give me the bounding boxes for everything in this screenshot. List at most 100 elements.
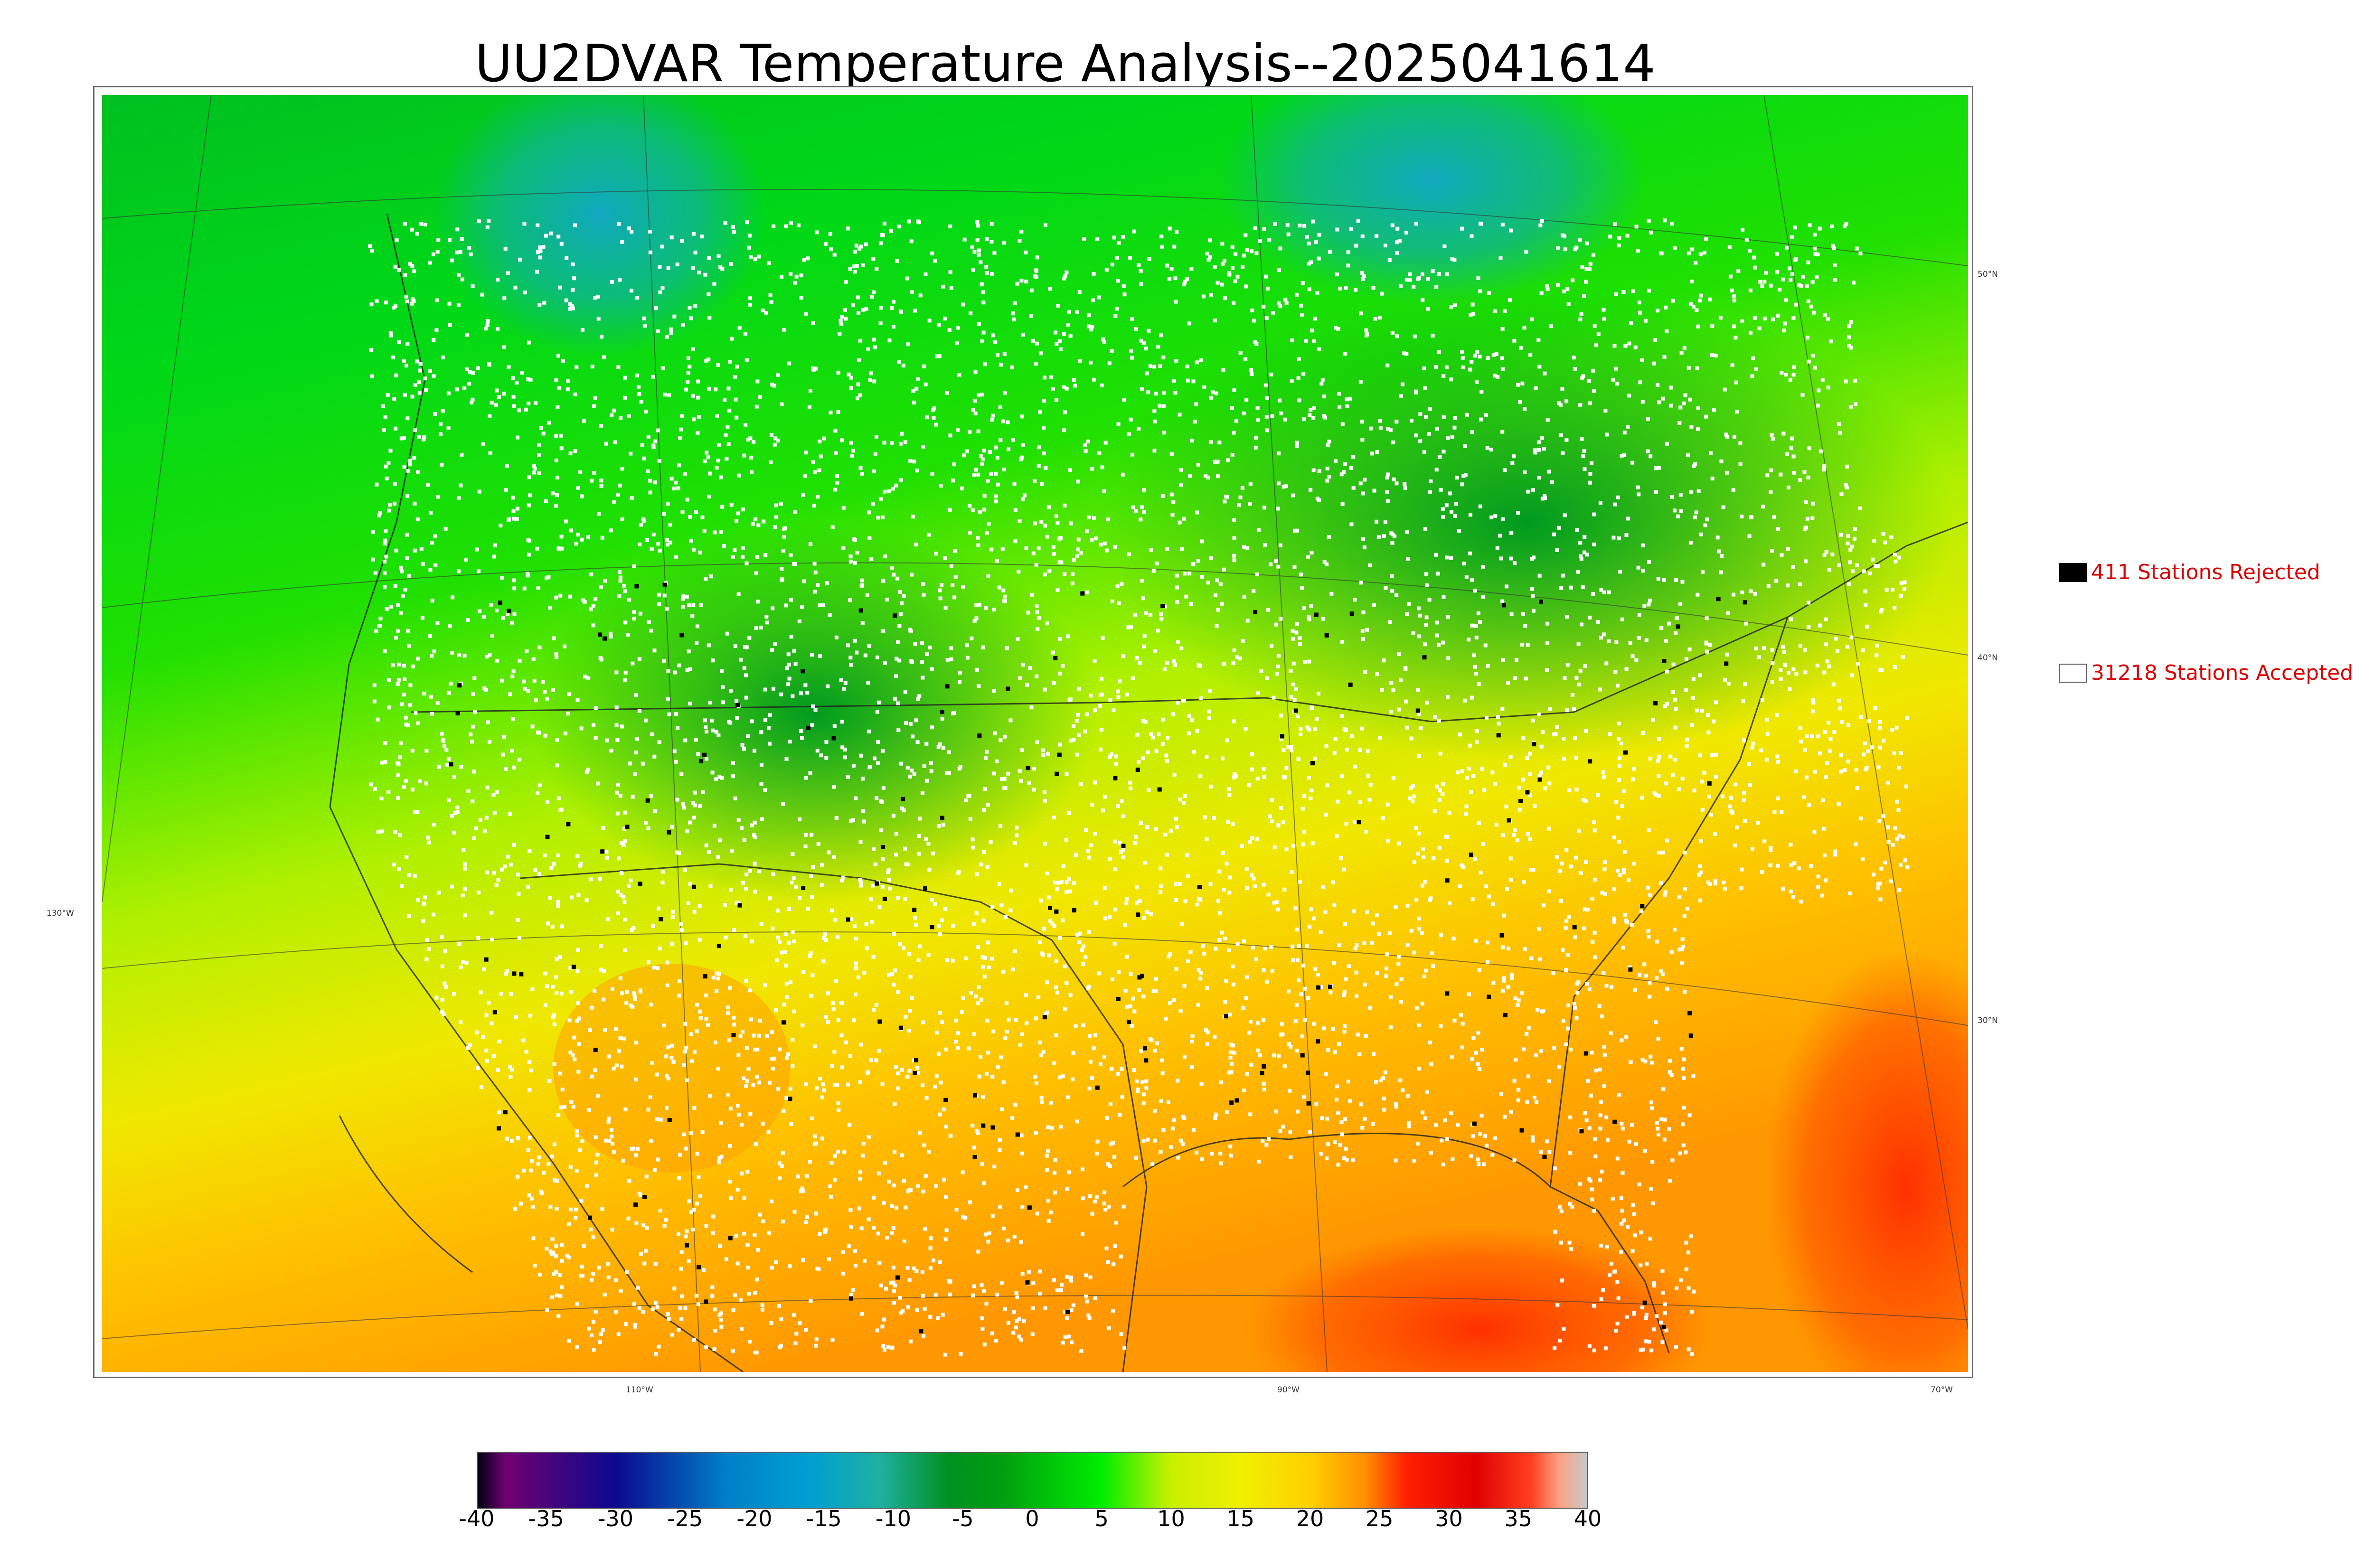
accepted-station — [410, 301, 414, 306]
accepted-station — [908, 1188, 913, 1192]
accepted-station — [1689, 301, 1693, 306]
accepted-station — [1133, 613, 1138, 617]
accepted-station — [1082, 944, 1086, 948]
accepted-station — [1863, 589, 1867, 593]
accepted-station — [1046, 1149, 1050, 1153]
accepted-station — [492, 811, 497, 815]
accepted-station — [650, 375, 655, 379]
accepted-station — [912, 1266, 916, 1270]
accepted-station — [1342, 1030, 1347, 1034]
accepted-station — [584, 770, 589, 774]
accepted-station — [1199, 1082, 1204, 1086]
accepted-station — [740, 1172, 744, 1176]
accepted-station — [486, 720, 490, 724]
accepted-station — [940, 583, 944, 587]
accepted-station — [1114, 1221, 1119, 1225]
accepted-station — [396, 678, 401, 682]
accepted-station — [1757, 326, 1762, 330]
accepted-station — [1262, 883, 1266, 887]
accepted-station — [1886, 840, 1891, 844]
accepted-station — [804, 1328, 808, 1332]
accepted-station — [1478, 968, 1482, 972]
accepted-station — [1867, 719, 1871, 723]
accepted-station — [1284, 766, 1289, 770]
accepted-station — [531, 657, 536, 661]
accepted-station — [1476, 1062, 1480, 1066]
accepted-station — [779, 1317, 783, 1321]
accepted-station — [402, 436, 406, 440]
accepted-station — [634, 1041, 639, 1045]
accepted-station — [865, 593, 869, 597]
accepted-station — [1446, 695, 1450, 699]
accepted-station — [880, 885, 885, 889]
accepted-station — [711, 1231, 715, 1235]
accepted-station — [709, 574, 713, 579]
accepted-station — [417, 391, 422, 395]
accepted-station — [767, 1231, 771, 1235]
accepted-station — [415, 232, 419, 236]
accepted-station — [518, 1202, 523, 1206]
accepted-station — [1282, 887, 1287, 892]
accepted-station — [1460, 482, 1464, 487]
accepted-station — [670, 825, 674, 829]
accepted-station — [1531, 1138, 1535, 1143]
accepted-station — [394, 426, 398, 431]
accepted-station — [1776, 527, 1780, 531]
accepted-station — [1417, 1067, 1422, 1071]
accepted-station — [936, 1052, 941, 1056]
accepted-station — [697, 904, 702, 908]
accepted-station — [1441, 595, 1446, 599]
accepted-station — [1684, 1240, 1688, 1245]
accepted-station — [1245, 975, 1249, 979]
accepted-station — [1087, 324, 1091, 329]
accepted-station — [704, 577, 708, 581]
accepted-station — [1215, 391, 1218, 395]
accepted-station — [1178, 882, 1182, 886]
accepted-station — [813, 708, 818, 712]
accepted-station — [877, 1171, 881, 1175]
accepted-station — [1519, 346, 1523, 350]
accepted-station — [1101, 636, 1105, 640]
accepted-station — [890, 1231, 894, 1235]
accepted-station — [728, 1107, 733, 1111]
accepted-station — [1649, 1100, 1653, 1105]
accepted-station — [900, 1068, 904, 1072]
accepted-station — [692, 417, 696, 422]
accepted-station — [1085, 1299, 1089, 1304]
accepted-station — [1149, 732, 1153, 736]
accepted-station — [1822, 553, 1827, 557]
accepted-station — [1628, 641, 1632, 645]
accepted-station — [648, 229, 652, 234]
accepted-station — [1562, 1327, 1566, 1331]
accepted-station — [1349, 227, 1353, 231]
accepted-station — [1074, 1024, 1078, 1028]
accepted-station — [414, 711, 418, 715]
accepted-station — [1214, 1112, 1218, 1117]
accepted-station — [877, 905, 882, 909]
accepted-station — [1190, 439, 1194, 443]
accepted-station — [814, 1141, 818, 1145]
accepted-station — [1072, 881, 1076, 885]
accepted-station — [411, 664, 415, 668]
accepted-station — [1093, 832, 1097, 836]
accepted-station — [552, 1142, 556, 1146]
accepted-station — [1279, 737, 1283, 742]
accepted-station — [1468, 743, 1472, 748]
accepted-station — [423, 223, 427, 226]
accepted-station — [650, 1061, 654, 1065]
accepted-station — [1238, 351, 1243, 355]
accepted-station — [809, 874, 813, 878]
accepted-station — [542, 1171, 546, 1175]
accepted-station — [1602, 1084, 1606, 1088]
accepted-station — [726, 1005, 730, 1010]
accepted-station — [602, 969, 606, 973]
accepted-station — [1592, 1209, 1596, 1213]
accepted-station — [444, 748, 449, 752]
accepted-station — [1086, 849, 1090, 853]
accepted-station — [1165, 759, 1169, 763]
accepted-station — [1165, 661, 1169, 665]
accepted-station — [836, 1018, 840, 1022]
accepted-station — [594, 597, 598, 601]
accepted-station — [1435, 426, 1439, 431]
accepted-station — [1278, 543, 1282, 547]
